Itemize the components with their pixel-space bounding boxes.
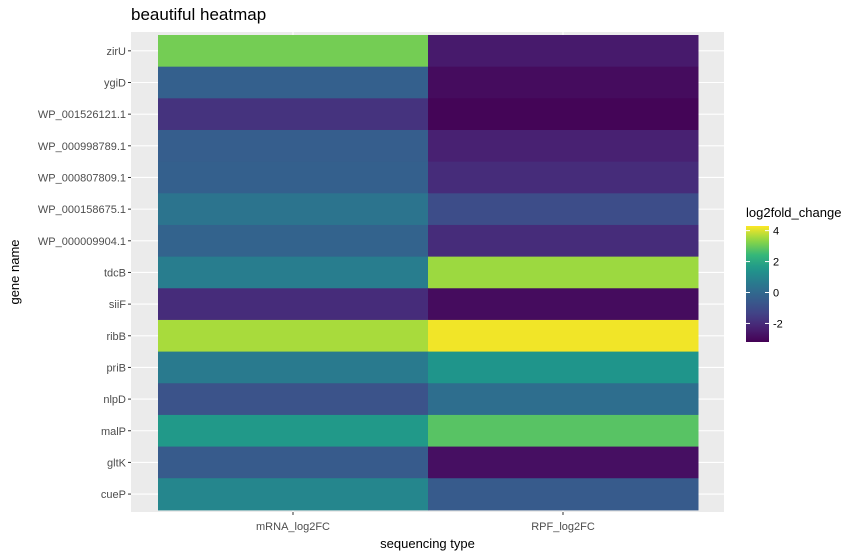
y-tick-label: tdcB — [104, 267, 126, 279]
heatmap-cell — [428, 319, 699, 353]
heatmap-cell — [158, 35, 429, 68]
heatmap-cell — [428, 66, 699, 99]
colorbar-tick-label: -2 — [773, 318, 783, 330]
heatmap-cell — [158, 66, 429, 99]
heatmap-cell — [428, 414, 699, 448]
heatmap-cell — [158, 161, 429, 194]
y-tick-label: WP_000158675.1 — [38, 204, 126, 216]
colorbar — [746, 226, 769, 342]
heatmap-cell — [428, 478, 699, 511]
y-tick-label: nlpD — [103, 394, 126, 406]
y-tick-label: WP_001526121.1 — [38, 109, 126, 121]
heatmap-cell — [428, 288, 699, 321]
heatmap-cell — [428, 98, 699, 131]
heatmap-cell — [428, 193, 699, 226]
colorbar-tick-label: 2 — [773, 257, 779, 269]
x-axis: mRNA_log2FC RPF_log2FC — [256, 512, 595, 533]
x-tick-label: RPF_log2FC — [531, 521, 595, 533]
heatmap-cell — [158, 256, 429, 289]
heatmap-cell — [428, 129, 699, 163]
y-tick-label: cueP — [101, 489, 126, 501]
color-legend: log2fold_change 4 2 0 -2 — [746, 205, 841, 342]
heatmap-cells — [158, 35, 699, 511]
heatmap-cell — [428, 351, 699, 384]
heatmap-cell — [158, 383, 429, 416]
heatmap-cell — [158, 319, 429, 353]
x-tick-label: mRNA_log2FC — [256, 521, 330, 533]
legend-title: log2fold_change — [746, 205, 841, 220]
y-axis-title: gene name — [7, 239, 22, 304]
y-tick-label: zirU — [106, 46, 126, 58]
y-tick-label: WP_000998789.1 — [38, 141, 126, 153]
y-tick-label: WP_000807809.1 — [38, 172, 126, 184]
heatmap-cell — [428, 383, 699, 416]
x-axis-title: sequencing type — [380, 536, 475, 551]
y-tick-label: gltK — [107, 457, 127, 469]
heatmap-cell — [428, 224, 699, 258]
heatmap-cell — [158, 224, 429, 258]
heatmap-cell — [428, 161, 699, 194]
heatmap-cell — [158, 193, 429, 226]
heatmap-cell — [158, 446, 429, 479]
heatmap-cell — [158, 478, 429, 511]
colorbar-tick-label: 0 — [773, 288, 779, 300]
heatmap-cell — [158, 98, 429, 131]
y-tick-label: priB — [106, 362, 126, 374]
y-tick-label: ribB — [106, 331, 126, 343]
heatmap-cell — [158, 414, 429, 448]
heatmap-cell — [428, 35, 699, 68]
heatmap-cell — [158, 129, 429, 163]
heatmap-cell — [158, 351, 429, 384]
colorbar-tick-label: 4 — [773, 226, 779, 238]
heatmap-cell — [428, 256, 699, 289]
y-tick-label: malP — [101, 426, 126, 438]
y-tick-label: WP_000009904.1 — [38, 236, 126, 248]
heatmap-cell — [428, 446, 699, 479]
y-tick-label: ygiD — [104, 77, 126, 89]
heatmap-cell — [158, 288, 429, 321]
y-tick-label: siiF — [109, 299, 126, 311]
chart-title: beautiful heatmap — [131, 5, 266, 24]
y-axis: zirU ygiD WP_001526121.1 WP_000998789.1 WP_0… — [38, 46, 131, 501]
